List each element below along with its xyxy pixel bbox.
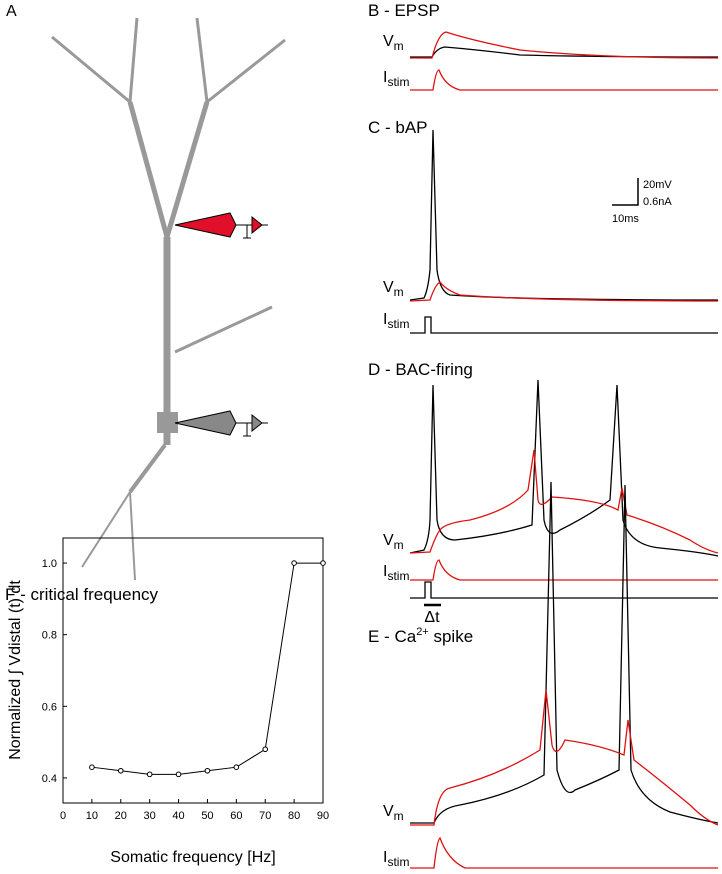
vm-label: Vm <box>383 532 404 552</box>
x-tick-label: 60 <box>230 810 242 822</box>
istim-label: Istim <box>383 311 409 331</box>
point <box>117 767 124 774</box>
point <box>262 746 269 753</box>
scale-label: 0.6nA <box>643 196 672 208</box>
neuron <box>51 17 286 581</box>
trace <box>410 69 718 91</box>
vm-label: Vm <box>383 33 404 53</box>
x-tick-label: 40 <box>172 810 184 822</box>
y-tick-label: 0.6 <box>42 701 57 713</box>
trace <box>410 31 719 59</box>
x-tick-label: 10 <box>86 810 98 822</box>
x-tick-label: 80 <box>288 810 300 822</box>
trace <box>410 581 718 599</box>
plot-frame <box>62 537 324 804</box>
panel-label: B - EPSP <box>368 1 440 20</box>
trace <box>409 379 719 557</box>
x-tick-label: 30 <box>144 810 156 822</box>
x-tick-label: 20 <box>115 810 127 822</box>
point <box>175 771 182 778</box>
delta-label: Δt <box>424 609 440 626</box>
panel-label: E - Ca2+ spike <box>368 626 473 646</box>
point <box>291 560 297 566</box>
point <box>233 764 240 770</box>
x-tick-label: 50 <box>201 810 213 822</box>
y-axis-label: Normalized ∫ Vdistal (t) dt <box>7 580 24 760</box>
trace <box>410 689 719 826</box>
scale-label: 10ms <box>612 213 639 225</box>
trace <box>410 481 719 824</box>
istim-label: Istim <box>383 69 409 89</box>
trace <box>410 316 718 334</box>
point <box>89 764 95 770</box>
y-tick-label: 0.8 <box>42 630 57 642</box>
y-tick-label: 0.4 <box>42 773 57 785</box>
chart-title: F - critical frequency <box>5 585 159 604</box>
panel-label: C - bAP <box>368 118 428 137</box>
scale-bar <box>612 178 639 206</box>
y-tick-label: 1.0 <box>42 558 57 570</box>
x-tick-label: 0 <box>60 810 66 822</box>
electrode-dendritic <box>174 212 268 239</box>
x-tick-label: 70 <box>259 810 271 822</box>
istim-label: Istim <box>383 849 409 869</box>
point <box>320 560 326 566</box>
point <box>146 771 153 778</box>
electrode-somatic <box>174 410 268 437</box>
panel-label: D - BAC-firing <box>368 360 473 379</box>
scale-label: 20mV <box>643 179 672 191</box>
istim-label: Istim <box>383 563 409 583</box>
plot: 0 10 20 30 40 50 60 70 80 90 0.4 0.6 0.8 1.0 <box>42 558 329 822</box>
trace <box>410 836 718 869</box>
vm-label: Vm <box>383 279 404 299</box>
vm-label: Vm <box>383 803 404 823</box>
trace <box>409 281 719 302</box>
x-tick-label: 90 <box>317 810 329 822</box>
trace <box>410 46 719 58</box>
point <box>204 767 211 774</box>
trace <box>410 559 718 581</box>
trace <box>409 129 719 301</box>
panel-label: A <box>6 3 17 20</box>
x-axis-label: Somatic frequency [Hz] <box>110 849 275 866</box>
trace <box>409 449 719 554</box>
